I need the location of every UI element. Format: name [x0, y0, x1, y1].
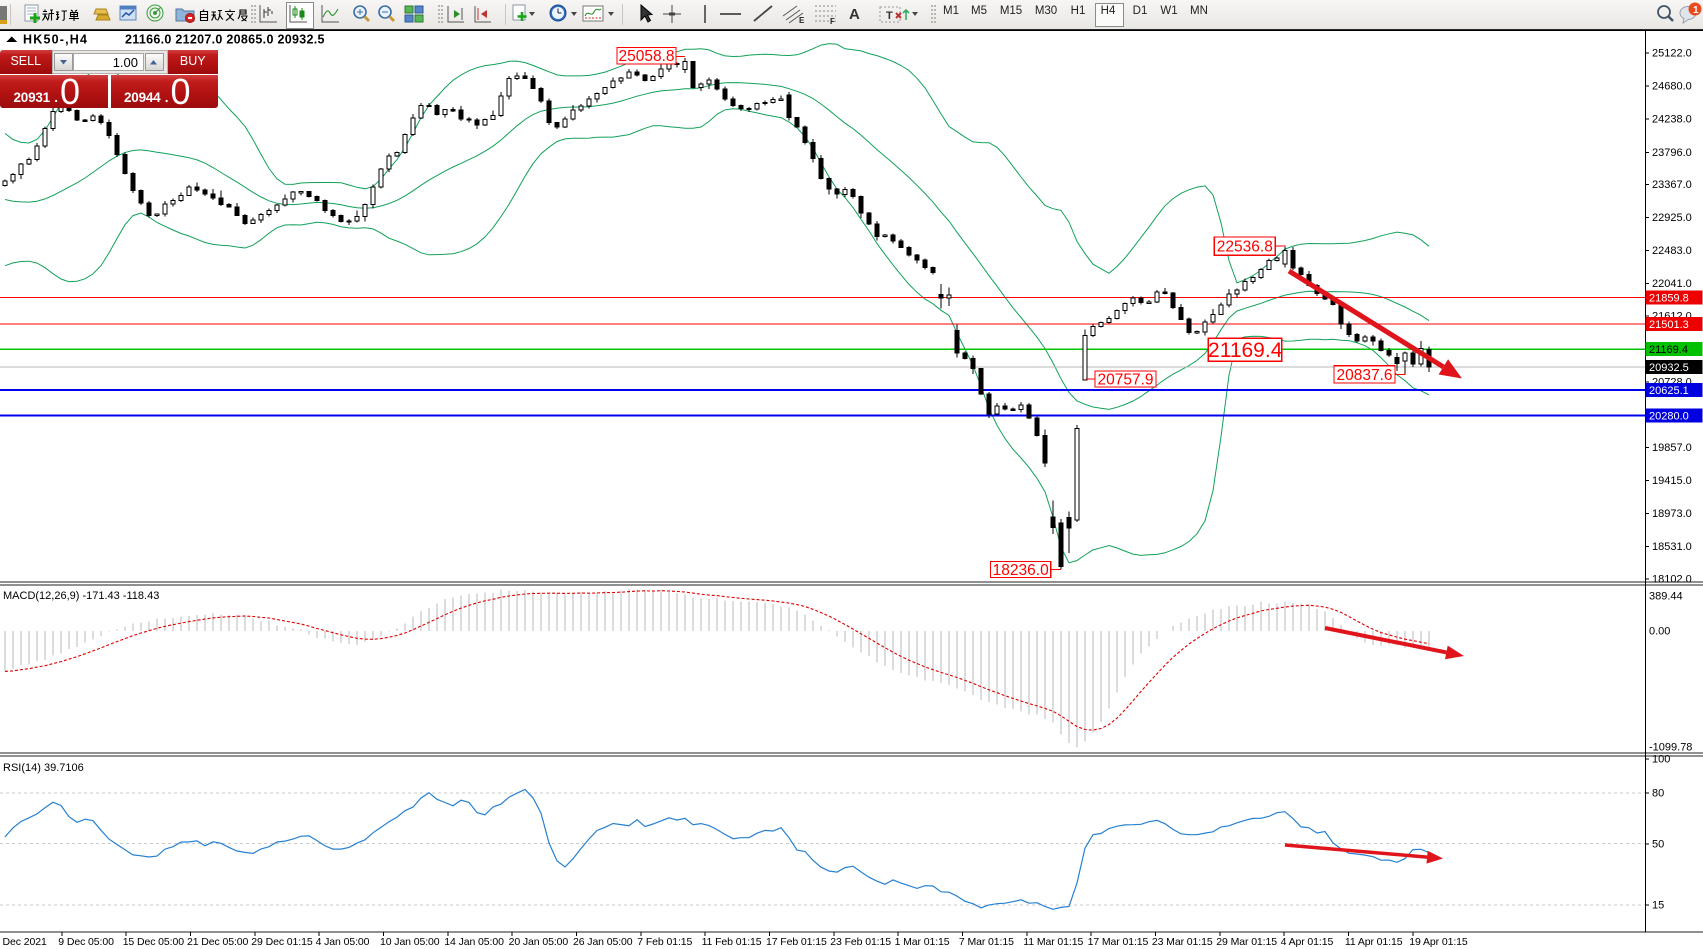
svg-text:23 Mar 01:15: 23 Mar 01:15 [1152, 936, 1213, 948]
svg-text:4 Jan 05:00: 4 Jan 05:00 [316, 936, 370, 948]
svg-text:2 Dec 2021: 2 Dec 2021 [0, 936, 47, 948]
svg-text:MACD(12,26,9) -171.43 -118.43: MACD(12,26,9) -171.43 -118.43 [3, 590, 159, 602]
svg-text:19857.0: 19857.0 [1652, 442, 1692, 454]
svg-text:7 Mar 01:15: 7 Mar 01:15 [959, 936, 1014, 948]
svg-text:18236.0: 18236.0 [993, 562, 1049, 579]
svg-text:25058.8: 25058.8 [618, 48, 674, 65]
svg-text:20837.6: 20837.6 [1336, 367, 1392, 384]
svg-text:4 Apr 01:15: 4 Apr 01:15 [1281, 936, 1334, 948]
svg-text:15 Dec 05:00: 15 Dec 05:00 [123, 936, 185, 948]
svg-text:RSI(14) 39.7106: RSI(14) 39.7106 [3, 762, 84, 774]
svg-text:11 Mar 01:15: 11 Mar 01:15 [1023, 936, 1083, 948]
svg-text:9 Dec 05:00: 9 Dec 05:00 [58, 936, 114, 948]
svg-text:29 Mar 01:15: 29 Mar 01:15 [1216, 936, 1277, 948]
svg-text:23 Feb 01:15: 23 Feb 01:15 [830, 936, 891, 948]
svg-text:-1099.78: -1099.78 [1649, 742, 1692, 754]
svg-text:29 Dec 01:15: 29 Dec 01:15 [251, 936, 313, 948]
svg-text:21169.4: 21169.4 [1208, 339, 1283, 362]
svg-text:10 Jan 05:00: 10 Jan 05:00 [380, 936, 440, 948]
svg-text:20625.1: 20625.1 [1649, 385, 1689, 397]
svg-text:20 Jan 05:00: 20 Jan 05:00 [509, 936, 569, 948]
svg-text:100: 100 [1652, 754, 1670, 766]
svg-text:25122.0: 25122.0 [1652, 48, 1692, 60]
svg-text:23796.0: 23796.0 [1652, 147, 1692, 159]
svg-text:1 Mar 01:15: 1 Mar 01:15 [895, 936, 950, 948]
svg-text:21169.4: 21169.4 [1649, 344, 1688, 356]
svg-text:21859.8: 21859.8 [1649, 292, 1689, 304]
svg-text:19 Apr 01:15: 19 Apr 01:15 [1409, 936, 1468, 948]
svg-text:11 Feb 01:15: 11 Feb 01:15 [702, 936, 762, 948]
svg-text:21 Dec 05:00: 21 Dec 05:00 [187, 936, 249, 948]
svg-text:22536.8: 22536.8 [1217, 239, 1273, 256]
svg-text:23367.0: 23367.0 [1652, 179, 1692, 191]
svg-text:21501.3: 21501.3 [1649, 319, 1689, 331]
svg-text:80: 80 [1652, 788, 1664, 800]
svg-text:E: E [799, 16, 805, 25]
svg-text:18531.0: 18531.0 [1652, 541, 1692, 553]
svg-text:22483.0: 22483.0 [1652, 245, 1692, 257]
svg-text:20757.9: 20757.9 [1097, 371, 1153, 388]
svg-text:F: F [830, 17, 835, 26]
svg-text:24680.0: 24680.0 [1652, 81, 1692, 93]
svg-text:0.00: 0.00 [1649, 626, 1670, 638]
svg-text:15: 15 [1652, 900, 1664, 912]
svg-text:24238.0: 24238.0 [1652, 114, 1692, 126]
svg-text:18973.0: 18973.0 [1652, 508, 1692, 520]
svg-text:14 Jan 05:00: 14 Jan 05:00 [444, 936, 504, 948]
svg-text:20932.5: 20932.5 [1649, 362, 1689, 374]
svg-text:17 Mar 01:15: 17 Mar 01:15 [1088, 936, 1149, 948]
svg-text:17 Feb 01:15: 17 Feb 01:15 [766, 936, 827, 948]
svg-text:19415.0: 19415.0 [1652, 475, 1692, 487]
svg-text:26 Jan 05:00: 26 Jan 05:00 [573, 936, 633, 948]
svg-text:7 Feb 01:15: 7 Feb 01:15 [637, 936, 692, 948]
svg-text:22041.0: 22041.0 [1652, 278, 1692, 290]
svg-text:20280.0: 20280.0 [1649, 411, 1689, 423]
svg-text:11 Apr 01:15: 11 Apr 01:15 [1345, 936, 1403, 948]
svg-text:22925.0: 22925.0 [1652, 212, 1692, 224]
svg-text:50: 50 [1652, 839, 1664, 851]
svg-text:1: 1 [1693, 5, 1699, 16]
svg-text:389.44: 389.44 [1649, 591, 1683, 603]
svg-text:18102.0: 18102.0 [1652, 573, 1692, 585]
svg-text:T: T [886, 10, 893, 22]
